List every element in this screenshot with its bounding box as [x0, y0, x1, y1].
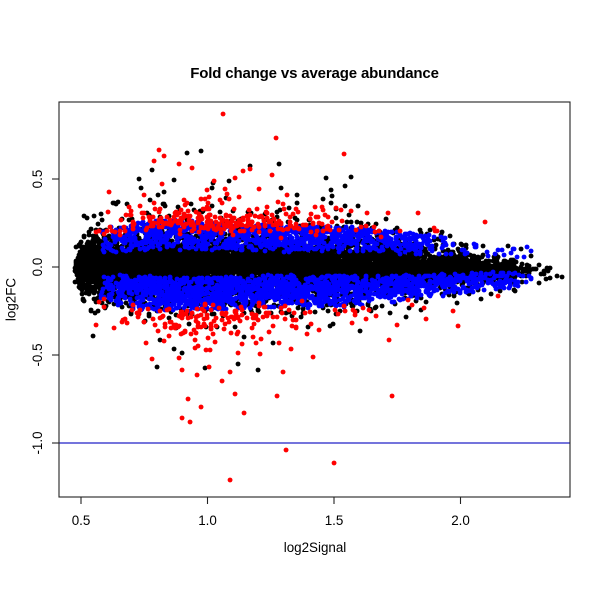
- svg-text:1.5: 1.5: [325, 513, 344, 528]
- svg-text:Fold change vs average abundan: Fold change vs average abundance: [190, 65, 439, 82]
- svg-text:0.0: 0.0: [30, 258, 45, 277]
- svg-text:2.0: 2.0: [451, 513, 470, 528]
- svg-text:log2FC: log2FC: [4, 278, 19, 321]
- svg-text:0.5: 0.5: [30, 170, 45, 189]
- svg-text:-1.0: -1.0: [30, 431, 45, 454]
- svg-text:0.5: 0.5: [72, 513, 91, 528]
- svg-text:log2Signal: log2Signal: [284, 540, 347, 555]
- svg-text:-0.5: -0.5: [30, 343, 45, 366]
- svg-text:1.0: 1.0: [198, 513, 217, 528]
